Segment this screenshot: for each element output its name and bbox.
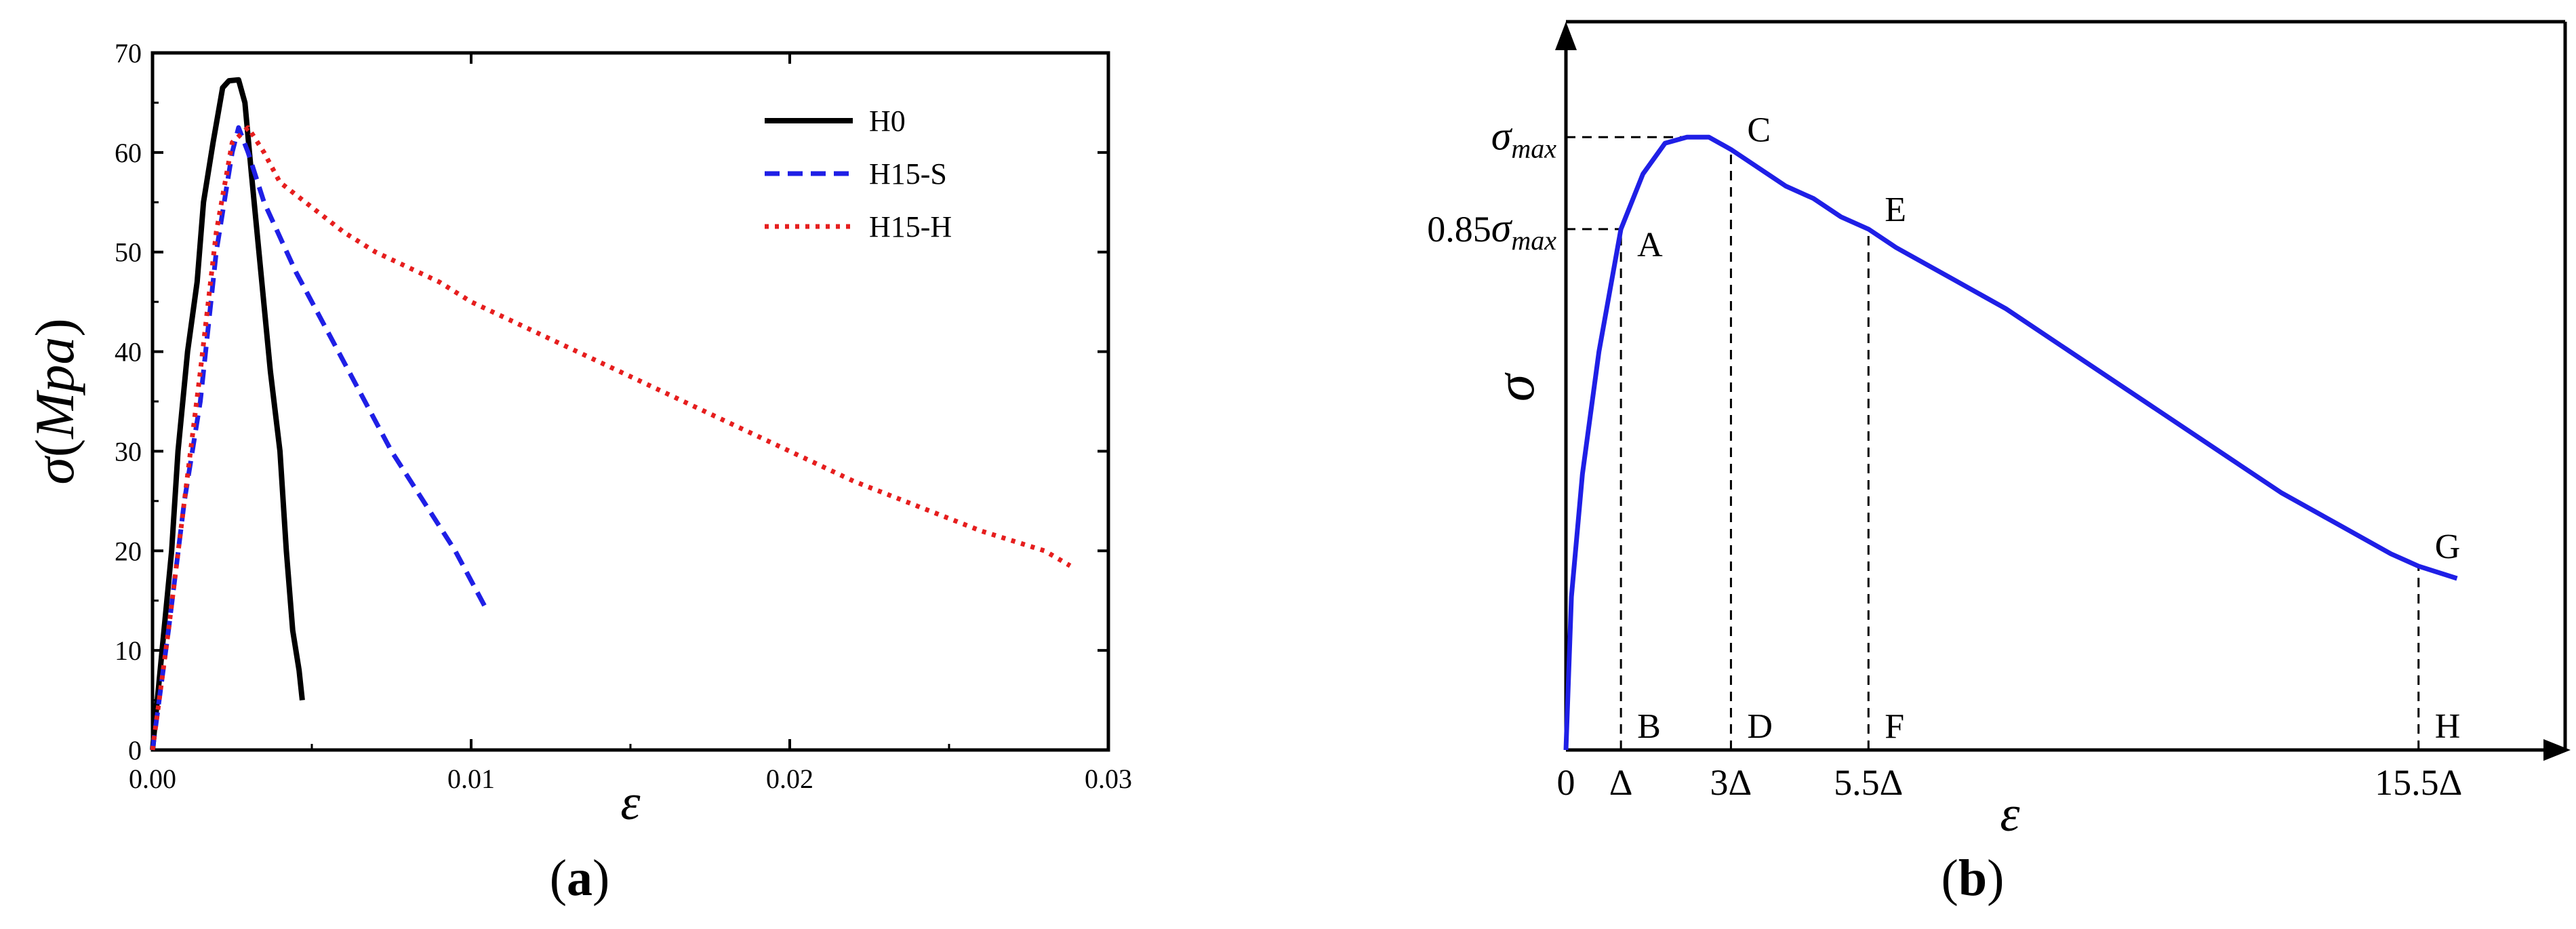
legend-label: H15-S <box>869 157 947 191</box>
y-axis-title-a: σ(Mpa) <box>24 318 85 484</box>
y-tick-label-b: σmax <box>1491 113 1556 163</box>
y-tick-label-a: 40 <box>115 337 142 368</box>
point-label: F <box>1885 707 1904 746</box>
stress-strain-curve <box>1563 134 2458 751</box>
point-label: H <box>2435 707 2461 746</box>
x-axis-arrow-b <box>2543 739 2571 761</box>
y-axis-arrow-b <box>1555 22 1577 50</box>
x-tick-label-b: 15.5Δ <box>2375 762 2462 803</box>
y-axis-title-b: σ <box>1484 372 1546 401</box>
panel-b: A B C D E F G H 0 Δ 3Δ 5.5Δ 15.5Δ σmax 0.85σmax σ ε (… <box>1427 20 2571 907</box>
legend-label: H0 <box>869 104 906 138</box>
x-tick-label-a: 0.01 <box>447 764 495 794</box>
x-tick-label-b: 3Δ <box>1710 762 1752 803</box>
y-tick-label-a: 70 <box>115 38 142 68</box>
point-label: G <box>2435 528 2461 566</box>
point-label: C <box>1747 111 1771 149</box>
point-label: D <box>1747 707 1773 746</box>
y-tick-label-a: 50 <box>115 237 142 268</box>
legend-a: H0 H15-S H15-H <box>765 104 952 243</box>
y-tick-label-a: 0 <box>128 735 142 766</box>
x-tick-label-a: 0.02 <box>766 764 813 794</box>
legend-label: H15-H <box>869 210 952 243</box>
point-label: E <box>1885 191 1906 229</box>
series-line-h15-s <box>150 125 489 751</box>
series-line-h0 <box>150 77 305 751</box>
point-label: A <box>1637 226 1663 264</box>
caption-a: (a) <box>550 850 610 907</box>
y-tick-label-a: 10 <box>115 635 142 666</box>
y-tick-label-b: 0.85σmax <box>1427 205 1556 256</box>
series-line-h15-h <box>150 125 1072 751</box>
x-axis-title-b: ε <box>2000 787 2020 842</box>
x-tick-label-b: Δ <box>1609 762 1633 803</box>
y-tick-label-a: 20 <box>115 536 142 566</box>
x-axis-title-a: ε <box>620 775 641 831</box>
x-tick-label-b: 5.5Δ <box>1834 762 1903 803</box>
x-tick-label-a: 0.03 <box>1085 764 1132 794</box>
y-tick-label-a: 30 <box>115 436 142 467</box>
caption-b: (b) <box>1941 850 2005 907</box>
y-tick-label-a: 60 <box>115 138 142 168</box>
x-tick-label-b: 0 <box>1557 762 1575 803</box>
point-label: B <box>1637 707 1661 746</box>
x-tick-label-a: 0.00 <box>129 764 176 794</box>
